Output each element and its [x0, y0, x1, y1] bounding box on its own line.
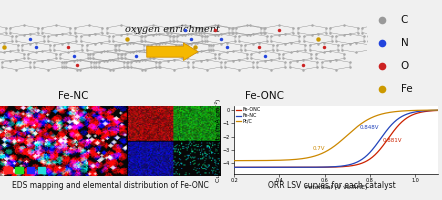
Text: Fe-ONC: Fe-ONC	[244, 91, 284, 101]
Text: N: N	[401, 38, 408, 48]
Bar	[4, 167, 12, 173]
Fe-NC	[298, 166, 303, 169]
Pt/C	[379, 113, 385, 115]
Text: Fe: Fe	[401, 84, 412, 94]
Fe-ONC	[435, 109, 440, 112]
Pt/C	[232, 159, 237, 162]
Fe-NC	[256, 166, 261, 169]
Bar	[38, 167, 46, 173]
Line: Pt/C: Pt/C	[234, 110, 438, 161]
Text: 0.848V: 0.848V	[360, 125, 379, 130]
X-axis label: Potential (V vs.RHE): Potential (V vs.RHE)	[305, 185, 367, 190]
Fe-ONC	[379, 146, 385, 148]
Fe-NC	[312, 166, 317, 168]
Fe-ONC	[256, 166, 261, 169]
Text: Fe-NC: Fe-NC	[58, 91, 89, 101]
Fe-ONC	[378, 147, 384, 149]
Pt/C	[298, 158, 303, 160]
Text: ORR LSV curves for each catalyst: ORR LSV curves for each catalyst	[267, 181, 396, 190]
Y-axis label: Current density (mA cm⁻²): Current density (mA cm⁻²)	[215, 98, 221, 182]
FancyArrow shape	[147, 43, 198, 60]
Line: Fe-NC: Fe-NC	[234, 110, 438, 167]
Pt/C	[359, 122, 365, 124]
Text: oxygen enrichment: oxygen enrichment	[125, 25, 220, 34]
Pt/C	[378, 113, 384, 115]
Text: O: O	[401, 61, 409, 71]
Pt/C	[435, 109, 440, 111]
Fe-NC	[435, 109, 440, 111]
Text: 0.7V: 0.7V	[312, 146, 325, 151]
Pt/C	[312, 155, 317, 157]
Line: Fe-ONC: Fe-ONC	[234, 110, 438, 167]
Bar	[27, 167, 34, 173]
Text: 0.881V: 0.881V	[382, 138, 402, 143]
Fe-ONC	[359, 162, 365, 164]
Legend: Fe-ONC, Fe-NC, Pt/C: Fe-ONC, Fe-NC, Pt/C	[235, 107, 261, 124]
Fe-NC	[378, 137, 384, 139]
Fe-NC	[379, 136, 385, 138]
Bar	[15, 167, 23, 173]
Text: EDS mapping and elemental distribution of Fe-ONC: EDS mapping and elemental distribution o…	[12, 181, 209, 190]
Text: C: C	[401, 15, 408, 25]
Fe-NC	[359, 158, 365, 160]
Fe-ONC	[312, 166, 317, 168]
Fe-ONC	[232, 166, 237, 169]
Fe-ONC	[298, 166, 303, 169]
Fe-NC	[232, 166, 237, 169]
Pt/C	[256, 159, 261, 162]
